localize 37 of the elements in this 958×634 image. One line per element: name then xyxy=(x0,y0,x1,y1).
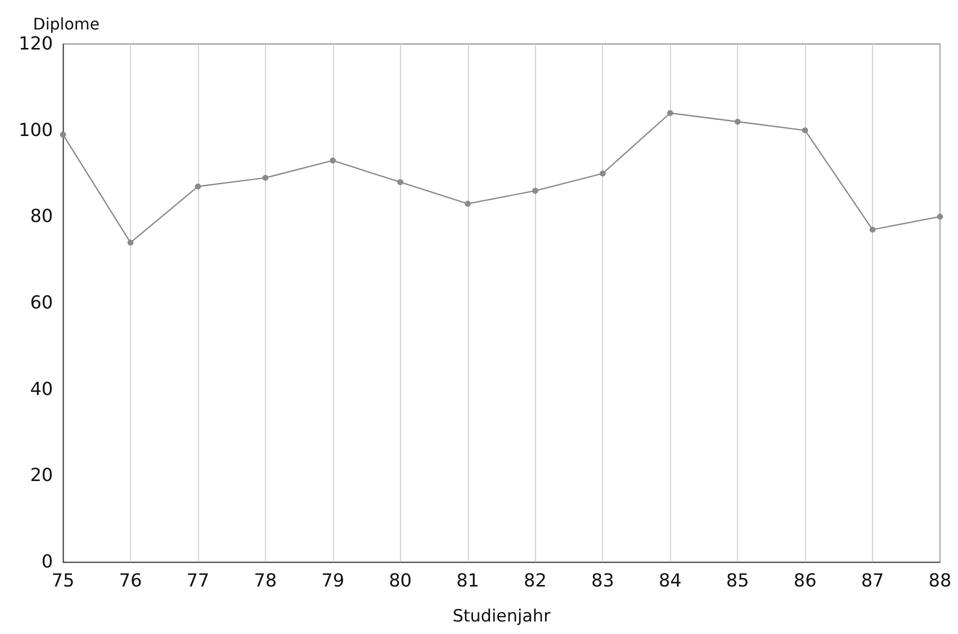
point xyxy=(127,240,134,246)
point xyxy=(330,158,336,164)
x-tick-label: 80 xyxy=(388,570,412,592)
point xyxy=(667,110,674,116)
point xyxy=(262,174,268,181)
x-tick-label: 85 xyxy=(726,570,750,592)
point xyxy=(802,127,808,134)
x-tick-label: 76 xyxy=(119,570,142,592)
x-tick-label: 83 xyxy=(591,570,614,592)
x-tick-label: 77 xyxy=(186,570,210,592)
y-tick-label: 60 xyxy=(30,292,53,314)
y-tick-label: 100 xyxy=(18,120,53,141)
point xyxy=(194,183,201,190)
point xyxy=(734,118,741,125)
y-tick-label: 40 xyxy=(30,378,53,400)
point xyxy=(532,188,538,194)
x-tick-label: 81 xyxy=(456,570,480,592)
point xyxy=(870,226,876,233)
point xyxy=(600,170,606,176)
x-tick-label: 86 xyxy=(794,570,817,592)
x-tick-label: 79 xyxy=(321,570,344,592)
y-tick-label: 120 xyxy=(18,34,53,54)
x-tick-label: 78 xyxy=(254,570,277,592)
point xyxy=(464,200,471,207)
y-tick-label: 0 xyxy=(42,552,53,572)
x-tick-label: 84 xyxy=(658,570,682,592)
point xyxy=(937,214,943,220)
x-tick-label: 75 xyxy=(52,570,74,592)
y-axis-title: Diplome xyxy=(33,14,100,34)
x-tick-label: 88 xyxy=(928,570,952,592)
point xyxy=(397,179,404,186)
x-tick-label: 87 xyxy=(861,570,884,592)
x-axis-title: Studienjahr xyxy=(452,606,550,626)
point xyxy=(60,132,66,138)
y-tick-label: 20 xyxy=(30,465,53,486)
x-tick-label: 82 xyxy=(524,570,547,592)
y-tick-label: 80 xyxy=(30,206,53,228)
